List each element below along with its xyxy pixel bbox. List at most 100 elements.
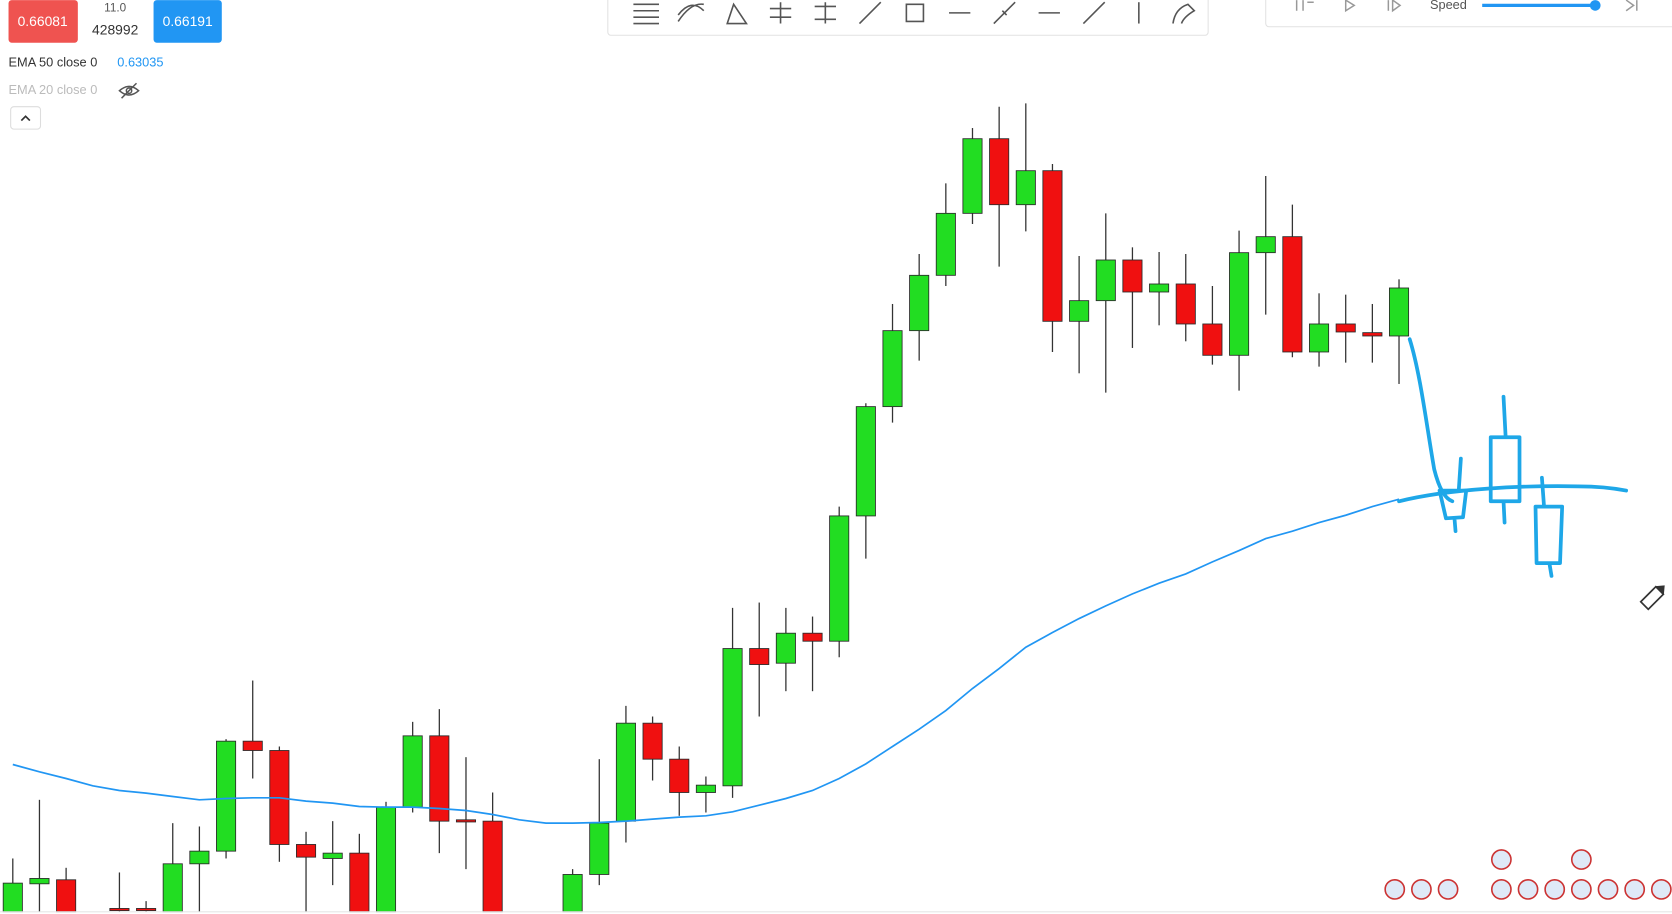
- candle-body: [1122, 259, 1143, 293]
- candle-body: [855, 406, 876, 517]
- candle-body: [1175, 283, 1196, 325]
- spread: 11.0: [104, 2, 126, 15]
- event-flag: [1570, 878, 1592, 900]
- indicator-label[interactable]: EMA 20 close 0: [9, 82, 98, 97]
- tool-icon: [769, 2, 792, 24]
- tool-button[interactable]: [905, 3, 925, 23]
- candle-body: [1042, 170, 1063, 322]
- candle-body: [162, 863, 183, 913]
- ema-line: [12, 498, 1400, 825]
- tool-icon: [993, 1, 1016, 25]
- candle-body: [615, 722, 636, 822]
- drawn-candle: [1437, 456, 1469, 533]
- event-flag: [1490, 878, 1512, 900]
- buy-button[interactable]: [153, 0, 222, 43]
- candle-body: [642, 722, 663, 760]
- volume: 428992: [92, 22, 139, 38]
- indicator-value: 0.63035: [117, 54, 163, 69]
- tool-button[interactable]: [726, 2, 748, 25]
- event-flag: [1597, 878, 1619, 900]
- event-flag: [1650, 878, 1672, 900]
- tool-button[interactable]: [1082, 1, 1106, 25]
- plot-area: [2, 103, 1410, 913]
- tool-icon: [814, 2, 836, 24]
- candle-body: [882, 330, 903, 408]
- drawn-path: [1397, 484, 1629, 504]
- tool-icon: [677, 3, 705, 22]
- candle-body: [56, 879, 77, 913]
- tool-button[interactable]: [769, 2, 792, 24]
- candle-body: [562, 874, 583, 913]
- candle-body: [749, 648, 770, 665]
- forward-button[interactable]: [1625, 0, 1638, 12]
- tool-button[interactable]: [1172, 3, 1196, 24]
- candle-body: [242, 740, 263, 751]
- pupil: [125, 87, 133, 95]
- candle-body: [29, 878, 50, 885]
- sell-button[interactable]: [8, 0, 78, 43]
- play-button[interactable]: [1344, 0, 1356, 13]
- candle-body: [1388, 287, 1410, 337]
- tool-button[interactable]: [633, 3, 659, 25]
- candle-body: [189, 850, 210, 865]
- candle-body: [1069, 300, 1090, 322]
- hidden-eye-icon[interactable]: [118, 82, 140, 99]
- candle-body: [375, 806, 397, 913]
- candle-body: [1335, 323, 1356, 333]
- freehand-drawing: [1397, 337, 1629, 578]
- event-flag: [1384, 878, 1406, 900]
- candle-body: [2, 882, 23, 913]
- candle-body: [1309, 323, 1330, 353]
- speed-label: Speed: [1430, 0, 1467, 12]
- candle-body: [1255, 236, 1276, 254]
- event-flag: [1570, 849, 1592, 870]
- candle-body: [429, 735, 450, 822]
- tool-button[interactable]: [677, 3, 705, 22]
- replay-bar: [1265, 0, 1672, 28]
- tool-button[interactable]: [858, 1, 882, 25]
- slider-handle[interactable]: [1589, 0, 1601, 11]
- drawn-path: [1407, 337, 1455, 504]
- tool-icon: [1082, 1, 1106, 25]
- candle-body: [1015, 170, 1036, 206]
- event-flag: [1490, 849, 1512, 870]
- event-flag: [1411, 878, 1432, 900]
- tool-icon: [633, 3, 659, 25]
- candle-body: [1229, 252, 1250, 356]
- candle-body: [216, 740, 237, 852]
- pencil-tip: [1655, 585, 1665, 595]
- replay-icon[interactable]: [1295, 0, 1314, 11]
- chevron: [20, 115, 31, 122]
- candle-body: [1202, 323, 1223, 356]
- indicator-label[interactable]: EMA 50 close 0: [9, 54, 98, 69]
- tool-icon: [905, 3, 925, 23]
- replay-panel: Speed: [1265, 0, 1672, 28]
- cursor-icon: [1639, 585, 1665, 611]
- candle-body: [829, 515, 850, 642]
- toolbar-panel: [607, 0, 1209, 36]
- candle-body: [1095, 259, 1116, 302]
- candle-body: [136, 908, 157, 912]
- quote-widget: 0.66081 11.0 428992 0.66191: [8, 0, 222, 43]
- tool-button[interactable]: [993, 1, 1016, 25]
- candle-body: [109, 908, 130, 912]
- candle-body: [455, 819, 477, 823]
- candle-body: [1362, 332, 1383, 337]
- collapse-button[interactable]: [10, 106, 42, 130]
- candle-body: [935, 212, 956, 276]
- tool-button[interactable]: [814, 2, 836, 24]
- candle-body: [482, 820, 503, 913]
- candle-body: [669, 758, 690, 793]
- tool-icon: [1172, 3, 1196, 24]
- drawn-candle: [1488, 394, 1522, 525]
- event-flag: [1544, 878, 1566, 900]
- sell-price: 0.66081: [18, 13, 68, 29]
- step-button[interactable]: [1387, 0, 1402, 13]
- tool-icon: [726, 2, 748, 25]
- drawing-toolbar: [607, 0, 1209, 36]
- tool-icon: [858, 1, 882, 25]
- candle-body: [1149, 283, 1170, 293]
- event-flag: [1517, 878, 1539, 900]
